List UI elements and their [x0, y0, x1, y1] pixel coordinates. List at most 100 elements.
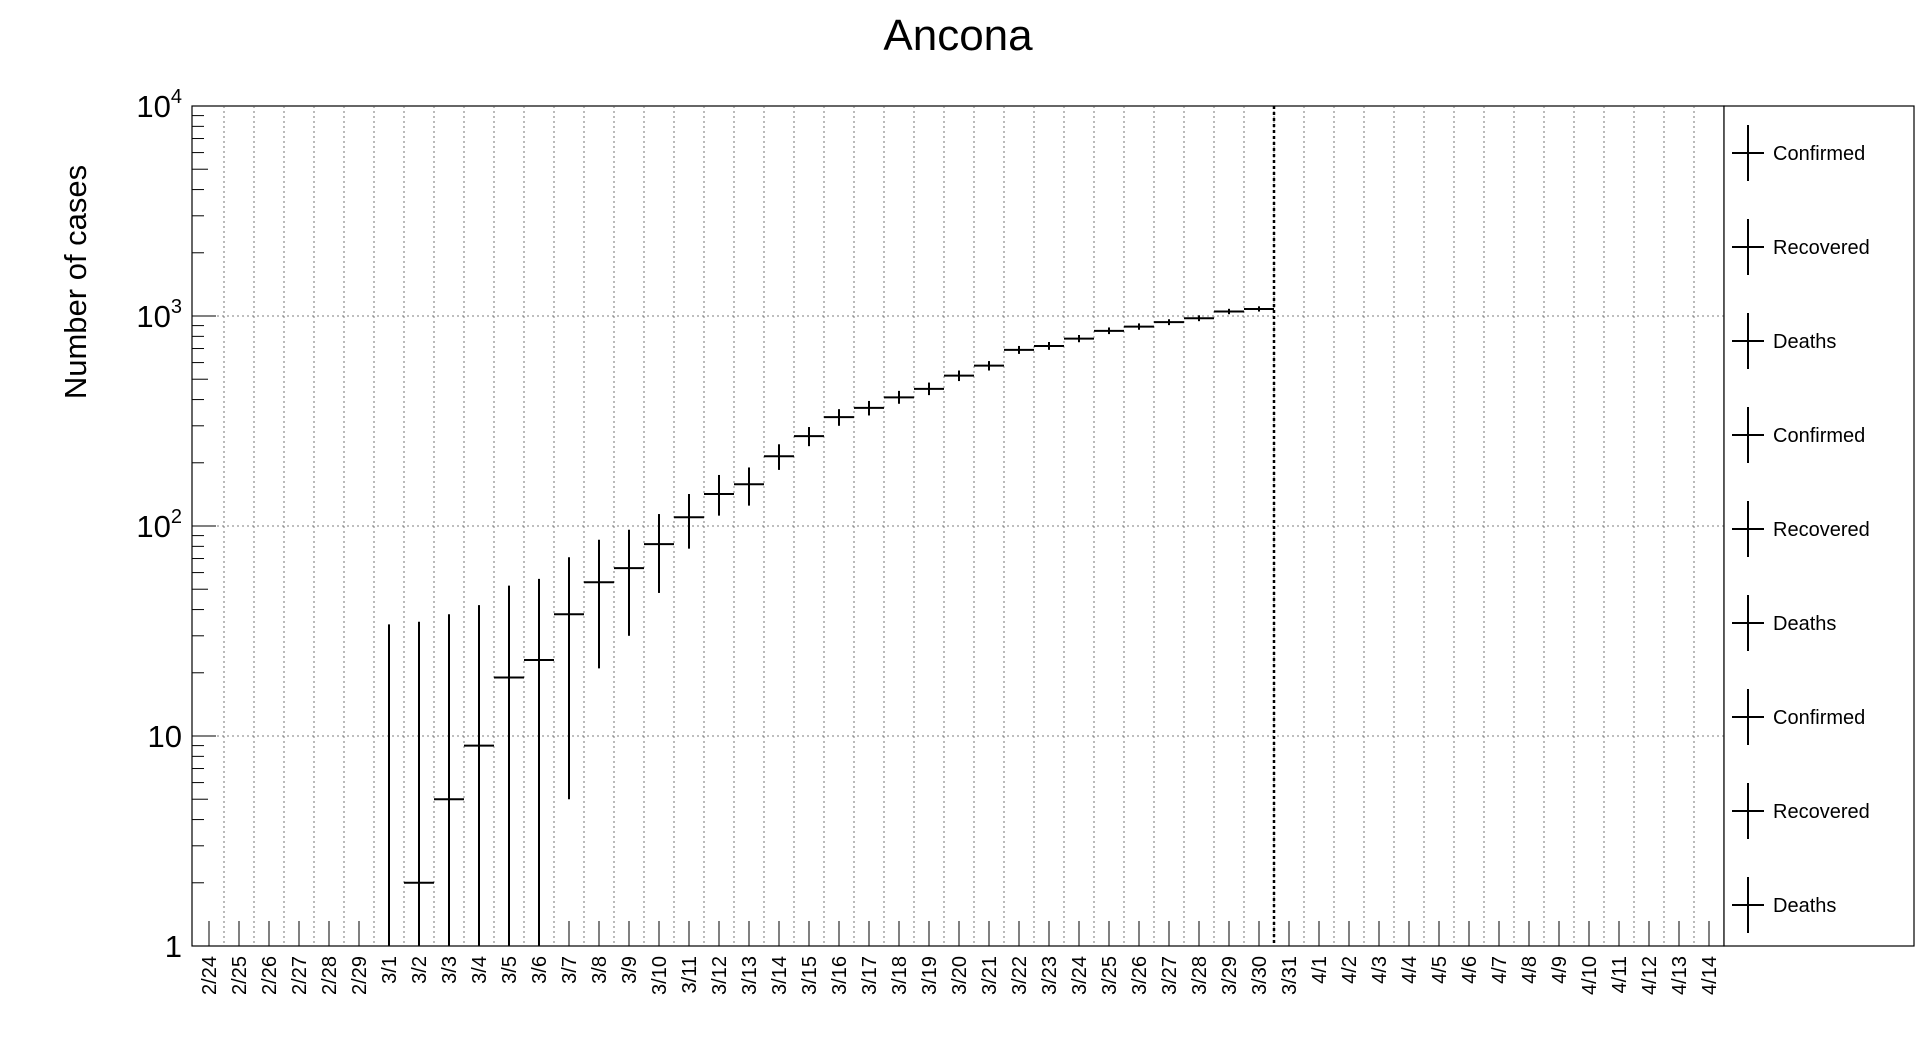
legend-label: Confirmed — [1773, 143, 1865, 165]
chart-title: Ancona — [883, 11, 1033, 60]
y-tick-label: 1 — [165, 929, 182, 964]
data-point — [524, 578, 554, 946]
x-tick-label: 3/17 — [859, 956, 881, 995]
x-tick-label: 3/22 — [1009, 956, 1031, 995]
legend-label: Confirmed — [1773, 707, 1865, 729]
data-point — [584, 539, 614, 669]
x-tick-label: 3/28 — [1189, 956, 1211, 995]
x-tick-label: 4/3 — [1369, 956, 1391, 984]
legend-entry: Deaths — [1732, 877, 1836, 933]
legend-entry: Recovered — [1732, 783, 1870, 839]
data-point — [734, 467, 764, 506]
x-tick-label: 4/12 — [1639, 956, 1661, 995]
x-tick-label: 2/29 — [349, 956, 371, 995]
legend-entry: Recovered — [1732, 219, 1870, 275]
x-tick-label: 3/6 — [529, 956, 551, 984]
x-tick-label: 4/11 — [1609, 956, 1631, 993]
x-tick-label: 4/10 — [1579, 956, 1601, 995]
x-tick-label: 3/5 — [499, 956, 521, 984]
x-tick-label: 3/7 — [559, 956, 581, 984]
x-tick-label: 4/2 — [1339, 956, 1361, 984]
y-axis: 1 10 102 103 104 — [136, 86, 216, 964]
data-point — [1244, 306, 1274, 312]
x-tick-label: 3/9 — [619, 956, 641, 984]
x-tick-label: 3/29 — [1219, 956, 1241, 995]
x-tick-label: 3/18 — [889, 956, 911, 995]
y-tick-label: 102 — [136, 506, 182, 544]
legend-entry: Confirmed — [1732, 407, 1865, 463]
y-tick-label: 10 — [148, 719, 182, 754]
x-tick-label: 4/14 — [1699, 956, 1721, 995]
data-point — [1034, 341, 1064, 350]
data-point — [704, 474, 734, 516]
grid-lines — [192, 106, 1724, 946]
legend-label: Recovered — [1773, 519, 1870, 541]
data-point — [824, 409, 854, 426]
x-tick-label: 3/15 — [799, 956, 821, 995]
data-point — [884, 390, 914, 404]
x-tick-label: 4/5 — [1429, 956, 1451, 984]
x-tick-label: 3/13 — [739, 956, 761, 995]
data-point — [674, 494, 704, 549]
data-point — [494, 585, 524, 946]
legend-entry: Confirmed — [1732, 689, 1865, 745]
x-tick-label: 2/27 — [289, 956, 311, 995]
legend-label: Confirmed — [1773, 425, 1865, 447]
data-point — [974, 361, 1004, 371]
x-tick-label: 3/26 — [1129, 956, 1151, 995]
legend-entry: Confirmed — [1732, 125, 1865, 181]
x-tick-label: 3/8 — [589, 956, 611, 984]
data-point — [614, 529, 644, 636]
x-tick-label: 3/31 — [1279, 956, 1301, 995]
legend-label: Recovered — [1773, 801, 1870, 823]
data-point — [1214, 308, 1244, 315]
x-tick-label: 4/7 — [1489, 956, 1511, 984]
x-tick-label: 3/16 — [829, 956, 851, 995]
x-tick-label: 3/14 — [769, 956, 791, 995]
x-tick-label: 3/12 — [709, 956, 731, 995]
x-tick-label: 3/20 — [949, 956, 971, 995]
x-tick-label: 2/25 — [229, 956, 251, 995]
data-point — [764, 444, 794, 470]
x-tick-label: 3/2 — [409, 956, 431, 984]
data-point — [854, 400, 884, 416]
x-tick-label: 3/23 — [1039, 956, 1061, 995]
legend-label: Deaths — [1773, 331, 1836, 353]
legend-label: Deaths — [1773, 613, 1836, 635]
legend-entry: Deaths — [1732, 595, 1836, 651]
data-point — [1094, 327, 1124, 335]
x-tick-label: 3/25 — [1099, 956, 1121, 995]
y-tick-label: 103 — [136, 296, 182, 334]
x-tick-label: 3/11 — [679, 956, 701, 993]
x-tick-label: 4/6 — [1459, 956, 1481, 984]
data-point — [644, 514, 674, 593]
data-point — [464, 605, 494, 946]
x-tick-label: 2/24 — [199, 956, 221, 995]
x-tick-label: 3/24 — [1069, 956, 1091, 995]
x-tick-label: 4/4 — [1399, 956, 1421, 984]
data-point — [1004, 345, 1034, 354]
x-tick-label: 3/30 — [1249, 956, 1271, 995]
x-tick-label: 3/1 — [379, 956, 401, 984]
legend: Confirmed Recovered Deaths Confirmed Recover… — [1732, 125, 1870, 933]
data-point — [404, 621, 434, 946]
data-point — [554, 557, 584, 800]
legend-label: Recovered — [1773, 237, 1870, 259]
data-point — [944, 370, 974, 382]
data-point — [1154, 319, 1184, 326]
x-tick-label: 3/4 — [469, 956, 491, 984]
legend-label: Deaths — [1773, 895, 1836, 917]
legend-entry: Deaths — [1732, 313, 1836, 369]
x-tick-label: 3/27 — [1159, 956, 1181, 995]
x-tick-label: 2/26 — [259, 956, 281, 995]
y-tick-label: 104 — [136, 86, 182, 124]
data-point — [1184, 315, 1214, 322]
x-tick-label: 4/9 — [1549, 956, 1571, 984]
x-tick-label: 2/28 — [319, 956, 341, 995]
y-axis-label: Number of cases — [58, 165, 93, 399]
x-tick-label: 3/21 — [979, 956, 1001, 995]
data-point — [1064, 334, 1094, 343]
x-tick-label: 4/13 — [1669, 956, 1691, 995]
data-point — [1124, 323, 1154, 330]
